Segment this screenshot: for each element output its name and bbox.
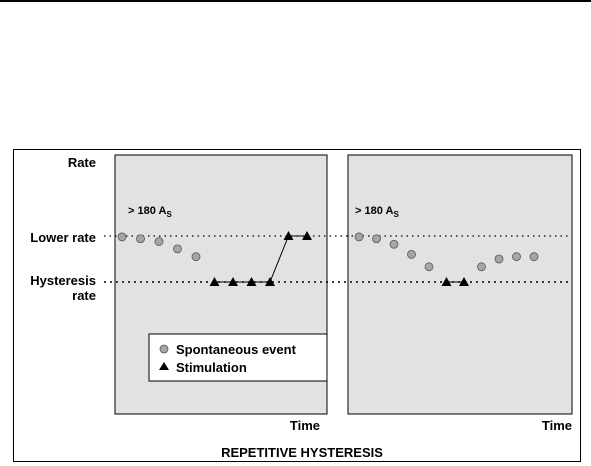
stimulation-marker: [283, 231, 294, 240]
legend-spontaneous-marker: [159, 344, 169, 354]
time-label-left: Time: [290, 418, 320, 433]
spontaneous-event-marker: [154, 237, 164, 246]
stimulation-marker: [302, 231, 312, 240]
stimulation-connector-left: [214, 235, 307, 283]
legend-spontaneous-label: Spontaneous event: [176, 342, 297, 357]
spontaneous-event-marker: [494, 254, 504, 264]
stimulation-connector-segment: [269, 235, 289, 283]
spontaneous-event-marker: [173, 244, 182, 254]
spontaneous-event-marker: [477, 262, 486, 272]
panel-right-events: [354, 232, 539, 286]
stimulation-marker: [209, 277, 220, 286]
spontaneous-event-marker: [512, 252, 521, 262]
threshold-annotation-left: > 180 AS: [128, 205, 172, 219]
figure-title: REPETITIVE HYSTERESIS: [221, 445, 383, 460]
spontaneous-event-marker: [354, 232, 364, 242]
spontaneous-event-marker: [372, 234, 381, 244]
legend-stimulation-marker: [159, 362, 169, 370]
spontaneous-event-marker: [136, 234, 145, 244]
hysteresis-rate-label: Hysteresis: [30, 273, 96, 288]
spontaneous-event-marker: [407, 250, 416, 259]
stimulation-marker: [246, 277, 257, 286]
hysteresis-diagram: Rate Lower rate Hysteresis rate > 180 AS…: [30, 154, 573, 460]
spontaneous-event-marker: [191, 252, 201, 262]
threshold-annotation-right: > 180 AS: [355, 205, 399, 219]
spontaneous-event-marker: [389, 239, 399, 249]
legend-stimulation-label: Stimulation: [176, 360, 247, 375]
time-label-right: Time: [542, 418, 572, 433]
stimulation-marker: [228, 277, 238, 286]
panel-left-events: [117, 231, 312, 286]
legend-box: [148, 333, 328, 382]
spontaneous-event-marker: [529, 252, 539, 262]
lower-rate-label: Lower rate: [30, 230, 96, 245]
rate-label: Rate: [68, 155, 96, 170]
spontaneous-event-marker: [424, 262, 434, 272]
hysteresis-rate-label-line2: rate: [72, 288, 96, 303]
stimulation-marker: [459, 277, 469, 286]
stimulation-marker: [441, 277, 452, 286]
top-rule: [0, 0, 591, 2]
stimulation-marker: [265, 277, 275, 286]
spontaneous-event-marker: [117, 232, 127, 242]
figure-frame: Rate Lower rate Hysteresis rate > 180 AS…: [13, 149, 581, 462]
